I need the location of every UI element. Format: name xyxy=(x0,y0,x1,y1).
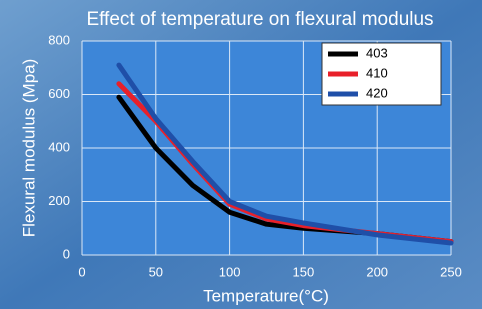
legend-label: 410 xyxy=(366,65,388,80)
y-tick-label: 200 xyxy=(48,193,70,208)
x-tick-label: 200 xyxy=(366,264,388,279)
chart-title: Effect of temperature on flexural modulu… xyxy=(86,9,433,30)
legend-label: 420 xyxy=(366,85,388,100)
y-tick-label: 400 xyxy=(48,139,70,154)
y-tick-label: 0 xyxy=(63,246,70,261)
x-axis-label: Temperature(°C) xyxy=(203,286,329,305)
legend-label: 403 xyxy=(366,45,388,60)
x-tick-label: 50 xyxy=(149,264,163,279)
x-tick-label: 0 xyxy=(78,264,85,279)
y-axis-label: Flexural modulus (Mpa) xyxy=(19,59,38,238)
y-tick-label: 800 xyxy=(48,32,70,47)
x-tick-label: 150 xyxy=(293,264,315,279)
y-tick-label: 600 xyxy=(48,86,70,101)
x-tick-label: 100 xyxy=(219,264,241,279)
chart: Effect of temperature on flexural modulu… xyxy=(0,0,482,309)
x-tick-label: 250 xyxy=(440,264,462,279)
